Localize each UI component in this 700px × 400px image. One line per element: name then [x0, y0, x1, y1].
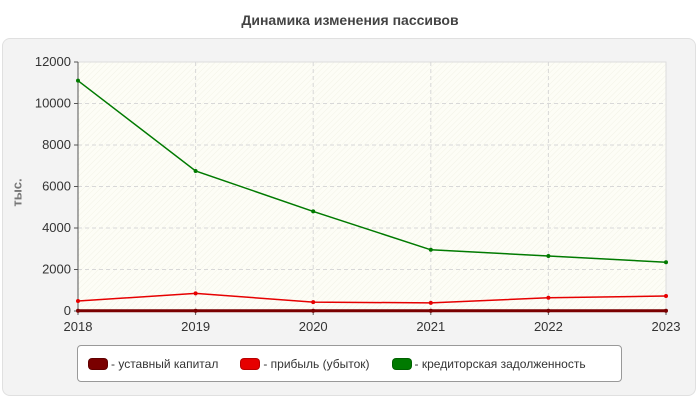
- series-layer: [76, 78, 668, 313]
- series-line: [77, 292, 667, 304]
- data-point: [311, 209, 316, 214]
- data-point: [193, 291, 198, 296]
- y-tick-label: 6000: [42, 179, 71, 194]
- chart-title: Динамика изменения пассивов: [241, 12, 459, 28]
- y-tick-label: 8000: [42, 137, 71, 152]
- legend-item: - кредиторская задолженность: [391, 356, 586, 371]
- x-tick-label: 2023: [652, 319, 681, 334]
- x-tick-label: 2022: [534, 319, 563, 334]
- x-tick-label: 2018: [64, 319, 93, 334]
- series-line: [77, 80, 667, 263]
- data-point: [311, 300, 316, 305]
- chart-plot: 0 2000 4000 6000 8000 10000 12000 2018 2019 2020 2…: [35, 54, 681, 334]
- data-point: [428, 308, 433, 313]
- legend-swatch: [240, 357, 261, 370]
- data-point: [311, 308, 316, 313]
- data-point: [76, 308, 80, 313]
- legend-label: - уставный капитал: [111, 356, 219, 371]
- chart-legend: - уставный капитал - прибыль (убыток) - кр…: [77, 345, 622, 382]
- legend-label: - прибыль (убыток): [263, 356, 370, 371]
- y-tick-label: 2000: [42, 262, 71, 277]
- legend-item: - уставный капитал: [88, 357, 218, 371]
- y-axis-label: тыс.: [9, 178, 25, 207]
- y-tick-label: 10000: [35, 96, 71, 111]
- x-tick-label: 2019: [181, 319, 210, 334]
- data-point: [664, 260, 668, 265]
- grid-layer: [78, 62, 666, 311]
- data-point: [546, 308, 551, 313]
- data-point: [546, 295, 551, 300]
- data-point: [76, 78, 80, 83]
- legend-swatch: [391, 357, 412, 370]
- legend-item: - прибыль (убыток): [240, 356, 370, 371]
- data-point: [76, 299, 80, 304]
- data-point: [193, 308, 198, 313]
- y-tick-label: 4000: [42, 220, 71, 235]
- data-point: [546, 254, 551, 259]
- y-tick-label: 0: [64, 303, 71, 318]
- data-point: [428, 247, 433, 252]
- x-tick-label: 2020: [299, 319, 328, 334]
- y-tick-label: 12000: [35, 54, 71, 69]
- data-point: [664, 294, 668, 299]
- data-point: [664, 308, 668, 313]
- legend-label: - кредиторская задолженность: [414, 356, 586, 371]
- legend-swatch: [88, 357, 108, 370]
- data-point: [428, 300, 433, 305]
- x-tick-label: 2021: [416, 319, 445, 334]
- data-point: [193, 168, 198, 173]
